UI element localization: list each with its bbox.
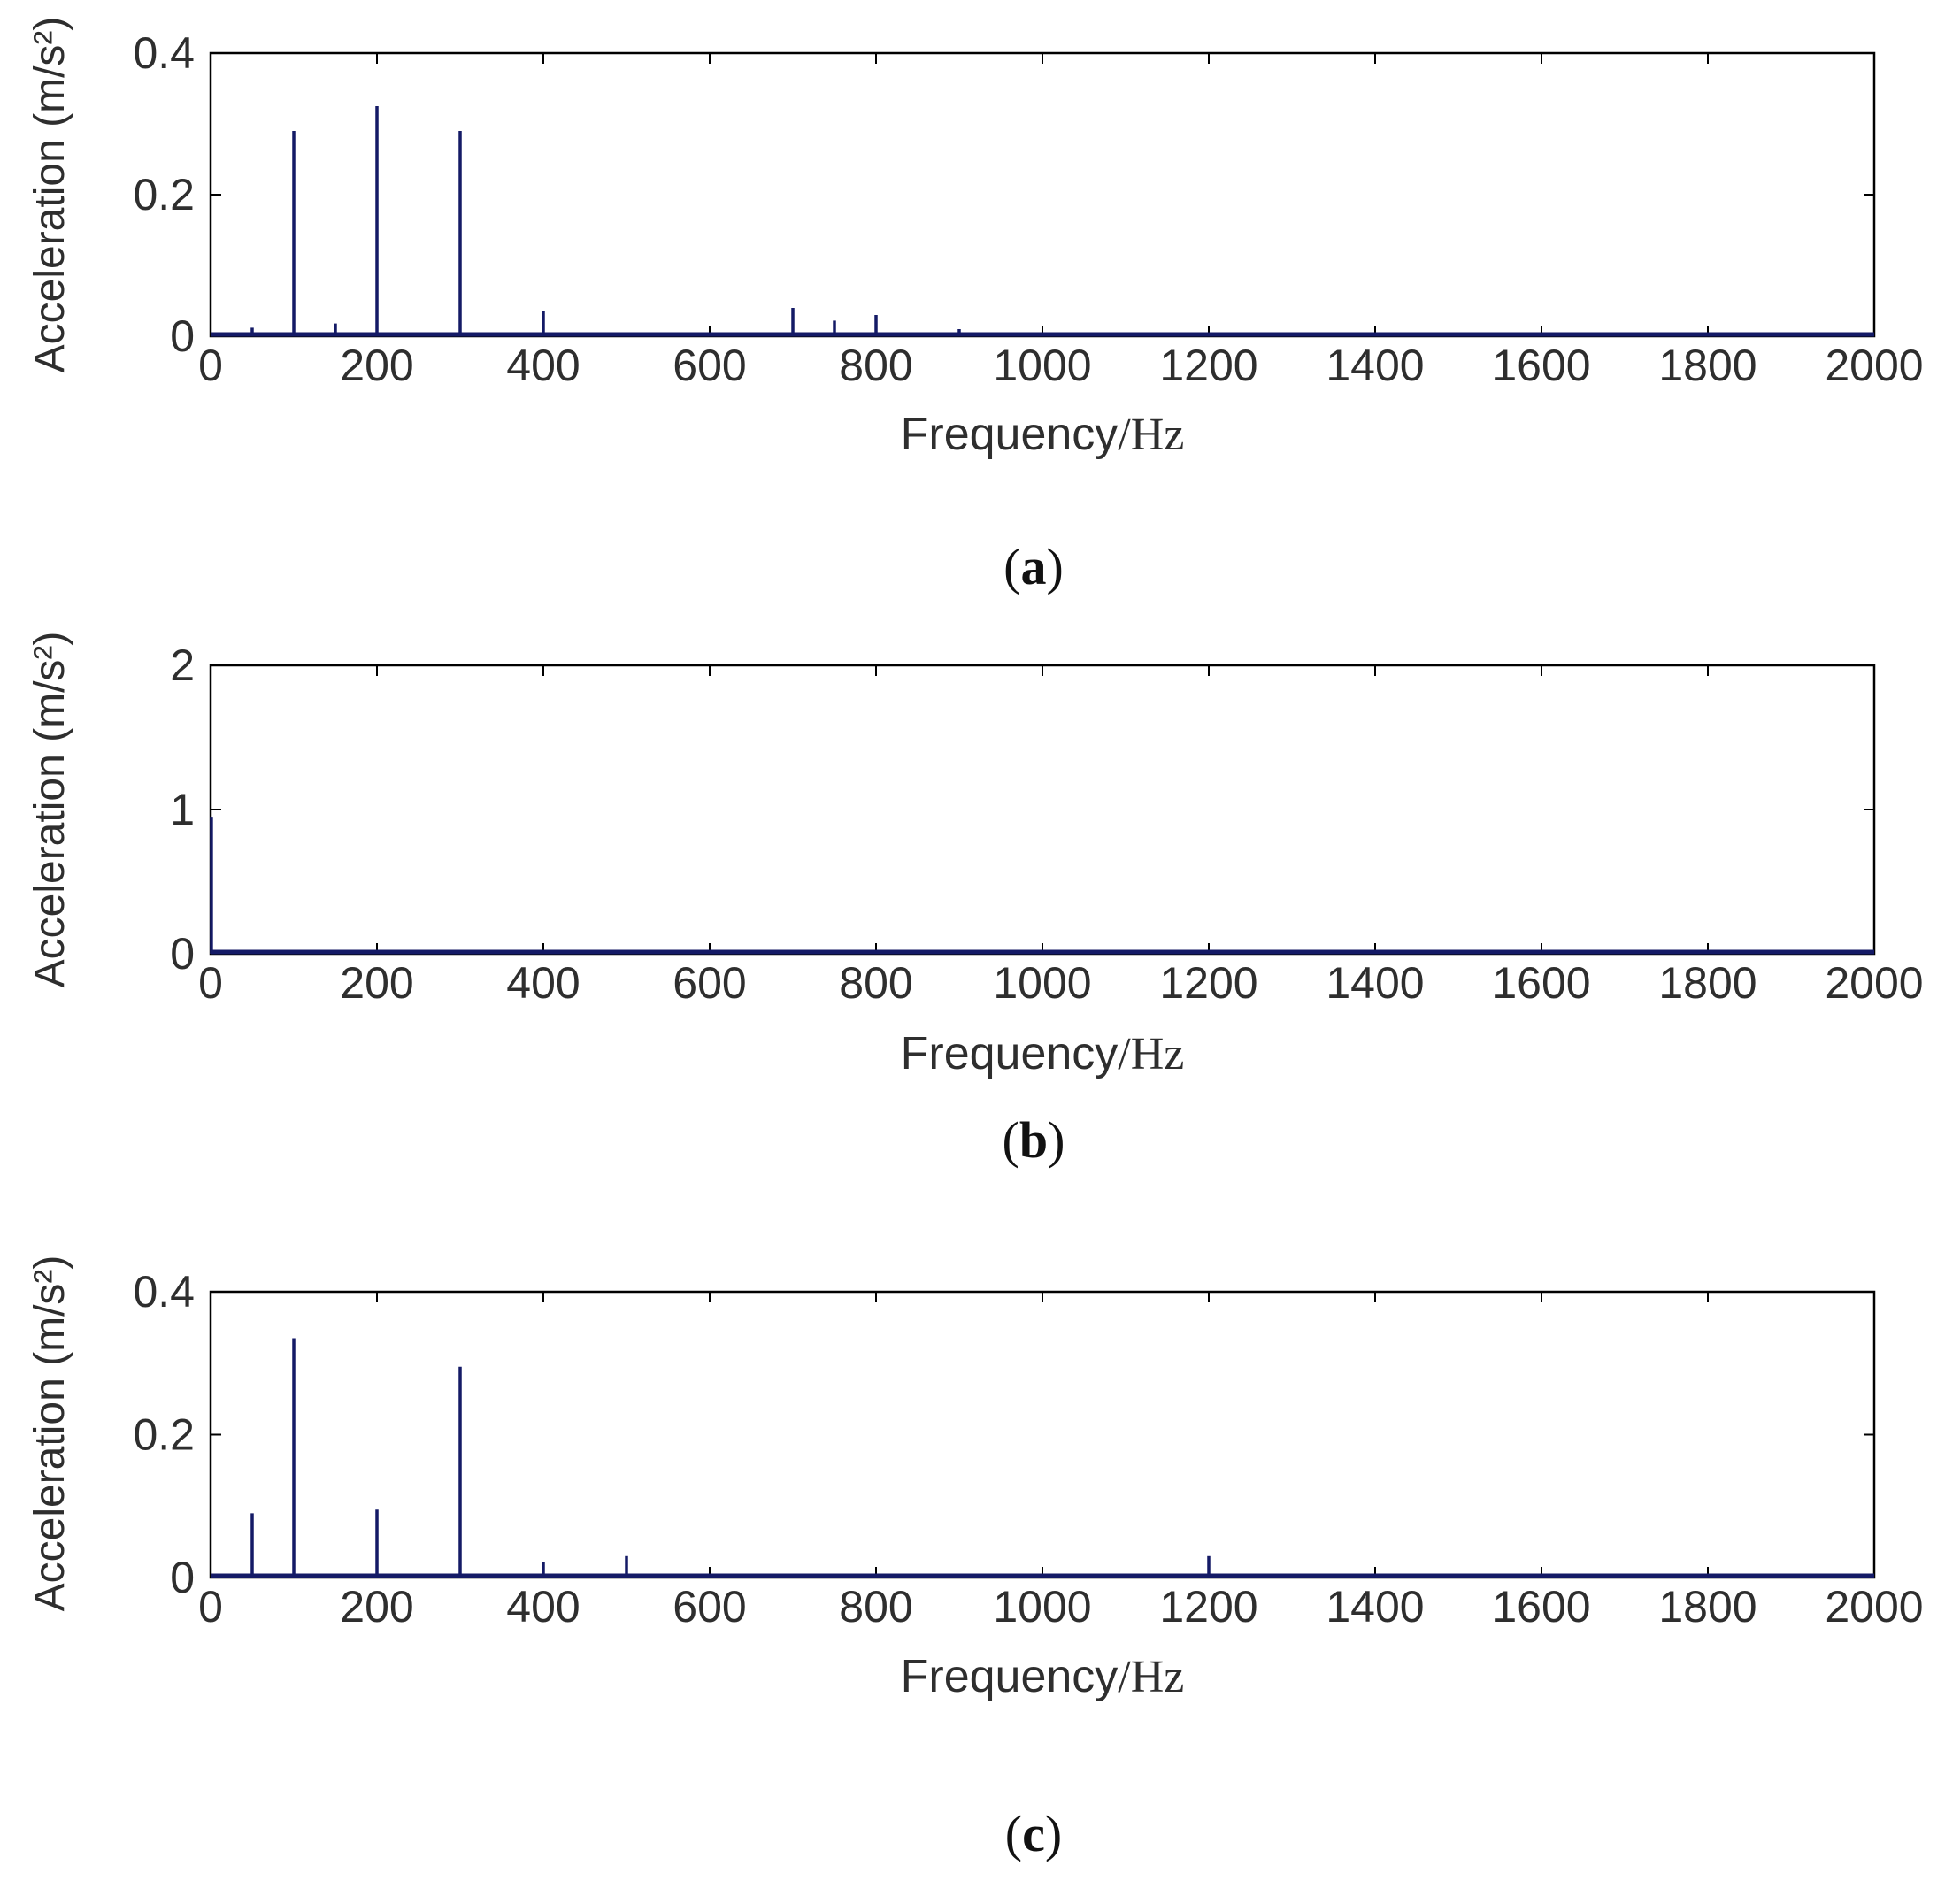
caption-paren-open: ( (1005, 1805, 1022, 1862)
x-tick-label: 0 (198, 958, 223, 1008)
plot-frame (209, 664, 1876, 956)
x-tick-label: 1800 (1658, 1582, 1757, 1631)
y-axis-label: Acceleration (m/s²) (27, 1255, 73, 1612)
x-tick-label: 400 (506, 1582, 580, 1631)
subplot-caption: (a) (1003, 538, 1064, 595)
subplot-b: 0 200 400 600 800 1000 1200 1400 1600 1800 2000 0 1 2… (27, 632, 1924, 1169)
x-tick-label: 1600 (1492, 1582, 1590, 1631)
caption-paren-close: ) (1045, 1805, 1062, 1862)
x-tick-label: 1600 (1492, 341, 1590, 390)
subplot-caption: (c) (1005, 1805, 1062, 1862)
y-tick-label: 0.4 (133, 1267, 195, 1317)
x-tick-label: 800 (839, 958, 912, 1008)
x-tick-label: 2000 (1825, 1582, 1923, 1631)
x-tick-label: 1400 (1326, 1582, 1424, 1631)
x-tick-label: 600 (673, 958, 746, 1008)
y-tick-label: 2 (170, 641, 195, 690)
caption-paren-close: ) (1047, 538, 1064, 595)
x-axis-label: Frequency/Hz (901, 1651, 1185, 1702)
y-tick-label: 0 (170, 929, 195, 979)
x-tick-label: 800 (839, 1582, 912, 1631)
caption-paren-open: ( (1003, 1111, 1019, 1169)
subplot-c: 0 200 400 600 800 1000 1200 1400 1600 1800 2000 0 0.… (27, 1255, 1924, 1862)
x-tick-label: 1800 (1658, 958, 1757, 1008)
x-tick-label: 1200 (1159, 958, 1257, 1008)
x-axis-label-quantity: Frequency (901, 1651, 1119, 1702)
x-tick-label: 200 (340, 341, 413, 390)
x-tick-label: 400 (506, 341, 580, 390)
caption-letter: a (1021, 538, 1047, 595)
caption-letter: b (1019, 1111, 1048, 1169)
y-tick-label: 0.2 (133, 170, 195, 219)
y-tick-label: 0.2 (133, 1410, 195, 1460)
y-tick-label: 0 (170, 311, 195, 361)
x-axis-label: Frequency/Hz (901, 409, 1185, 460)
y-tick-label: 1 (170, 785, 195, 834)
x-tick-label: 1000 (993, 958, 1091, 1008)
x-axis-label-unit: /Hz (1118, 1029, 1184, 1079)
x-tick-label: 1800 (1658, 341, 1757, 390)
x-axis-label-quantity: Frequency (901, 409, 1119, 460)
x-tick-label: 2000 (1825, 958, 1923, 1008)
x-tick-label: 2000 (1825, 341, 1923, 390)
x-tick-label: 600 (673, 1582, 746, 1631)
x-tick-label: 1200 (1159, 1582, 1257, 1631)
x-tick-label: 1600 (1492, 958, 1590, 1008)
x-tick-label: 200 (340, 958, 413, 1008)
caption-paren-open: ( (1003, 538, 1020, 595)
x-axis-label-unit: /Hz (1118, 410, 1184, 460)
x-tick-label: 800 (839, 341, 912, 390)
x-tick-label: 1400 (1326, 341, 1424, 390)
x-tick-label: 1400 (1326, 958, 1424, 1008)
x-tick-label: 1200 (1159, 341, 1257, 390)
y-tick-label: 0.4 (133, 28, 195, 78)
y-tick-label: 0 (170, 1553, 195, 1602)
caption-paren-close: ) (1048, 1111, 1065, 1169)
x-tick-label: 0 (198, 1582, 223, 1631)
x-axis-label-unit: /Hz (1118, 1652, 1184, 1702)
x-tick-label: 600 (673, 341, 746, 390)
x-tick-label: 0 (198, 341, 223, 390)
x-tick-label: 400 (506, 958, 580, 1008)
x-tick-label: 1000 (993, 341, 1091, 390)
x-tick-label: 1000 (993, 1582, 1091, 1631)
caption-letter: c (1022, 1805, 1045, 1862)
x-axis-label-quantity: Frequency (901, 1028, 1119, 1079)
y-axis-label: Acceleration (m/s²) (27, 17, 73, 373)
x-axis-label: Frequency/Hz (901, 1028, 1185, 1079)
y-axis-label: Acceleration (m/s²) (27, 632, 73, 988)
subplot-a: 0 200 400 600 800 1000 1200 1400 1600 1800 2000 0 0.… (27, 17, 1924, 595)
subplot-caption: (b) (1003, 1111, 1065, 1169)
x-tick-label: 200 (340, 1582, 413, 1631)
